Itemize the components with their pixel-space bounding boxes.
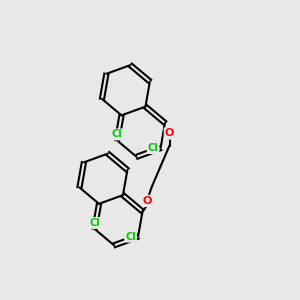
Text: Cl: Cl [112,129,122,140]
Text: O: O [165,128,174,139]
Text: Cl: Cl [89,218,100,228]
Text: Cl: Cl [125,232,136,242]
Text: O: O [142,196,152,206]
Text: Cl: Cl [148,143,158,153]
